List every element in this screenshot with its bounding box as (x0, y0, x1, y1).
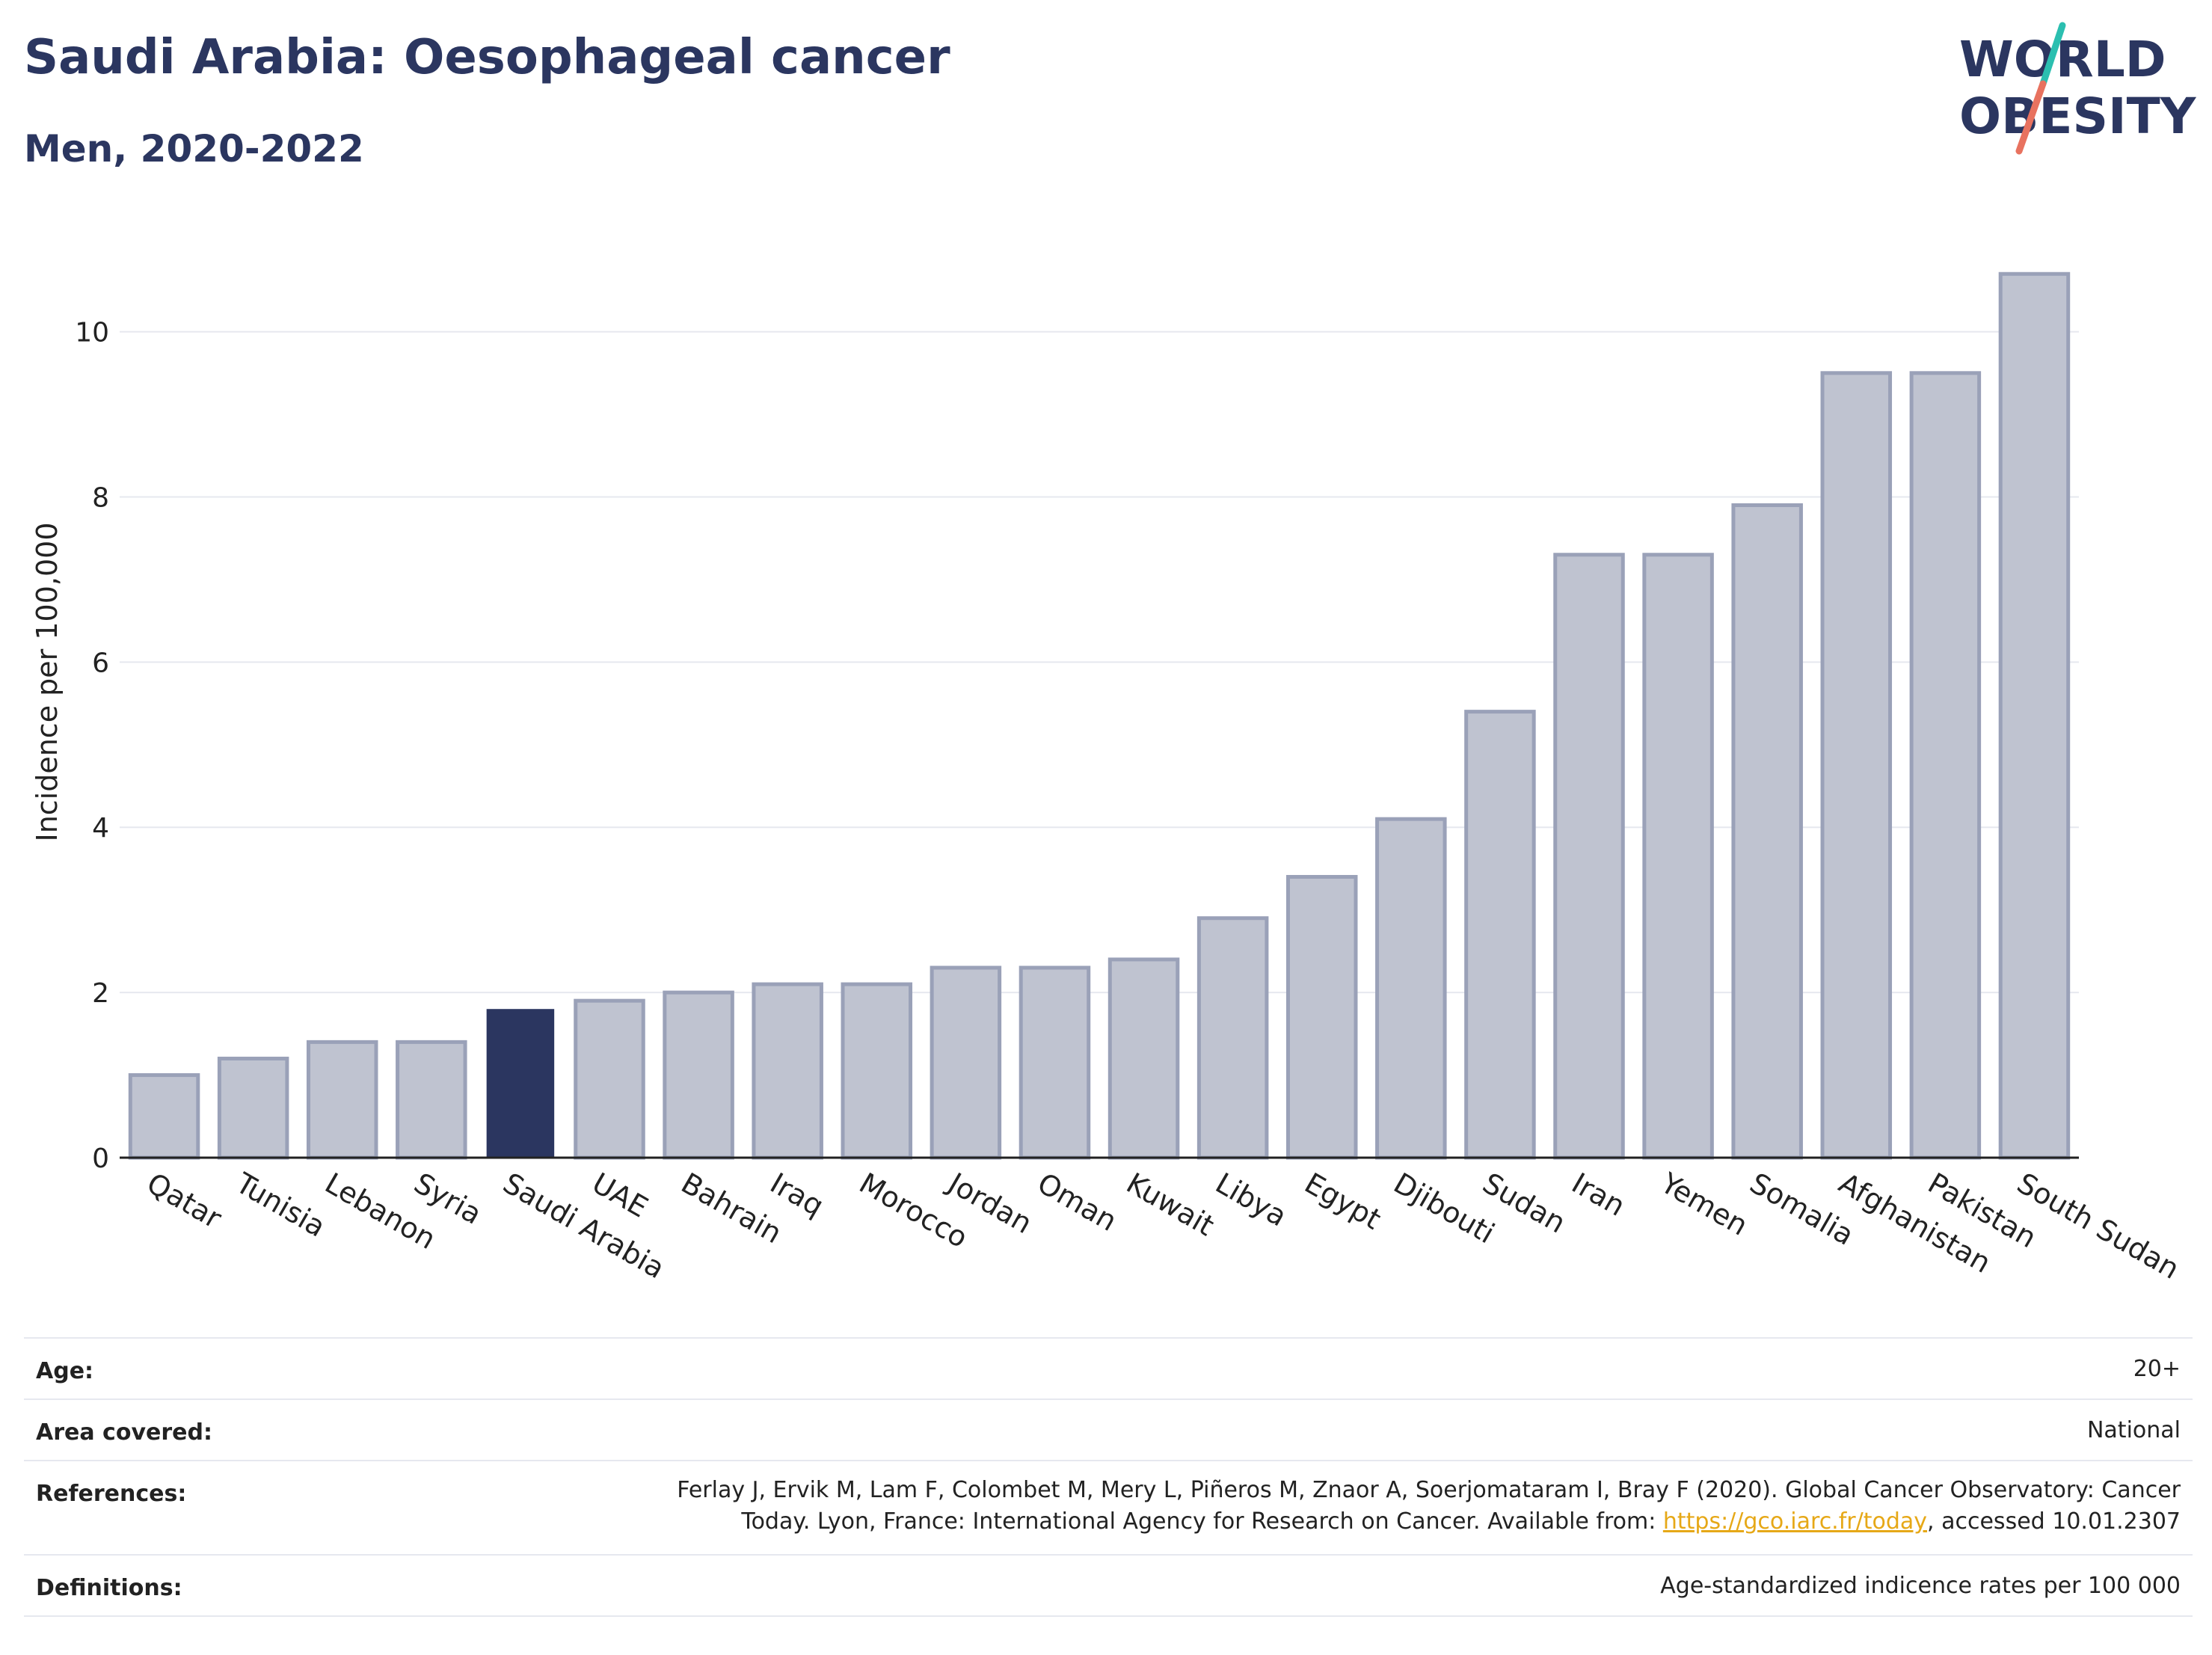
y-tick-label: 4 (92, 813, 109, 844)
meta-area-label: Area covered: (36, 1419, 212, 1446)
y-tick-label: 10 (75, 318, 109, 348)
x-tick-label: Tunisia (230, 1166, 331, 1244)
bar (1464, 710, 1536, 1160)
bar (1820, 371, 1893, 1160)
references-line-2-end: , accessed 10.01.2307 (1927, 1508, 2181, 1535)
bar (396, 1040, 467, 1160)
references-link[interactable]: https://gco.iarc.fr/today (1662, 1508, 1928, 1535)
x-tick-label: Oman (1032, 1167, 1122, 1238)
bar (306, 1040, 378, 1160)
meta-age-value: 20+ (2133, 1356, 2181, 1382)
bar (1285, 874, 1358, 1160)
x-tick-label: Saudi Arabia (497, 1167, 670, 1286)
meta-references-label: References: (36, 1481, 187, 1507)
logo-line2: OBESITY (1959, 87, 2197, 145)
bar (217, 1056, 289, 1160)
bar (841, 982, 913, 1160)
world-obesity-logo: WORLD OBESITY (1959, 22, 2197, 155)
x-tick-label: Egypt (1299, 1167, 1386, 1236)
bar (1998, 271, 2071, 1160)
bar (1909, 371, 1982, 1160)
bar (1107, 957, 1180, 1160)
y-tick-label: 6 (92, 648, 109, 678)
meta-age-label: Age: (36, 1358, 94, 1384)
x-tick-label: Djibouti (1388, 1167, 1500, 1250)
x-tick-label: Yemen (1655, 1166, 1754, 1242)
bar (574, 998, 645, 1160)
logo-slash-top (2039, 22, 2066, 87)
page-title: Saudi Arabia: Oesophageal cancer (24, 30, 950, 85)
x-tick-label: Bahrain (676, 1167, 787, 1250)
bar (1731, 503, 1803, 1160)
y-tick-label: 0 (92, 1143, 109, 1174)
bar (1553, 553, 1625, 1160)
bar (663, 990, 734, 1160)
y-axis-label: Incidence per 100,000 (31, 522, 64, 841)
references-line-2: Today. Lyon, France: International Agenc… (386, 1506, 2181, 1538)
logo-slash-bottom (2015, 80, 2047, 155)
bar (1642, 553, 1714, 1160)
bar (128, 1073, 200, 1160)
bar (1196, 916, 1269, 1160)
meta-references-value: Ferlay J, Ervik M, Lam F, Colombet M, Me… (386, 1475, 2181, 1538)
x-tick-label: Kuwait (1121, 1167, 1220, 1243)
y-tick-label: 8 (92, 482, 109, 513)
y-tick-label: 2 (92, 978, 109, 1009)
references-line-1: Ferlay J, Ervik M, Lam F, Colombet M, Me… (677, 1477, 2181, 1503)
references-line-2-start: Today. Lyon, France: International Agenc… (741, 1508, 1663, 1535)
bars (128, 271, 2071, 1160)
meta-row-references: References: Ferlay J, Ervik M, Lam F, Co… (24, 1460, 2193, 1556)
x-tick-label: Iran (1567, 1167, 1631, 1223)
x-tick-label: Qatar (141, 1167, 227, 1235)
bar (1375, 817, 1447, 1160)
bar (1019, 965, 1091, 1160)
meta-row-area: Area covered: National (24, 1398, 2193, 1461)
y-tick-labels: 0 2 4 6 8 10 (75, 318, 109, 1174)
logo-line1: WORLD (1959, 31, 2166, 88)
bar (486, 1009, 555, 1158)
meta-area-value: National (2086, 1417, 2181, 1443)
meta-bottom-rule (24, 1615, 2193, 1617)
meta-row-definitions: Definitions: Age-standardized indicence … (24, 1554, 2193, 1617)
bar (930, 965, 1002, 1160)
meta-definitions-value: Age-standardized indicence rates per 100… (1660, 1573, 2181, 1599)
bar (752, 982, 823, 1160)
meta-row-age: Age: 20+ (24, 1337, 2193, 1400)
x-tick-label: Libya (1210, 1167, 1292, 1233)
page-subtitle: Men, 2020-2022 (24, 127, 364, 171)
meta-definitions-label: Definitions: (36, 1575, 182, 1601)
